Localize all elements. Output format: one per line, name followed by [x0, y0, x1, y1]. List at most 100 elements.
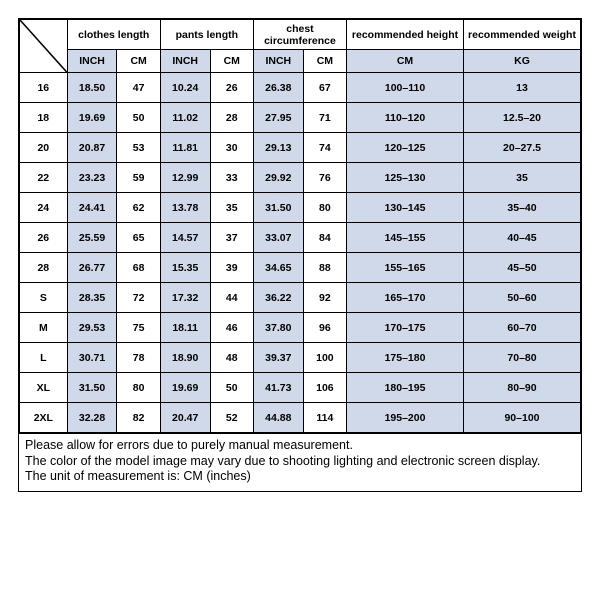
cell-pants-inch: 19.69: [160, 373, 210, 403]
cell-size: XL: [20, 373, 68, 403]
cell-rec-weight: 35: [464, 163, 581, 193]
unit-cm: CM: [117, 50, 160, 73]
cell-size: S: [20, 283, 68, 313]
cell-rec-weight: 90–100: [464, 403, 581, 433]
cell-rec-weight: 35–40: [464, 193, 581, 223]
cell-clothes-cm: 72: [117, 283, 160, 313]
cell-clothes-cm: 50: [117, 103, 160, 133]
unit-kg: KG: [464, 50, 581, 73]
cell-clothes-cm: 53: [117, 133, 160, 163]
cell-chest-cm: 84: [303, 223, 346, 253]
cell-pants-cm: 26: [210, 73, 253, 103]
cell-clothes-cm: 80: [117, 373, 160, 403]
col-recommended-height: recommended height: [347, 20, 464, 50]
cell-size: 16: [20, 73, 68, 103]
cell-chest-inch: 36.22: [253, 283, 303, 313]
footer-line: The color of the model image may vary du…: [25, 454, 575, 470]
cell-rec-height: 130–145: [347, 193, 464, 223]
cell-rec-weight: 40–45: [464, 223, 581, 253]
cell-pants-cm: 48: [210, 343, 253, 373]
cell-clothes-inch: 28.35: [67, 283, 117, 313]
cell-chest-cm: 76: [303, 163, 346, 193]
cell-chest-inch: 34.65: [253, 253, 303, 283]
cell-size: M: [20, 313, 68, 343]
cell-chest-cm: 74: [303, 133, 346, 163]
table-row: S28.357217.324436.2292165–17050–60: [20, 283, 581, 313]
cell-size: 28: [20, 253, 68, 283]
cell-pants-inch: 10.24: [160, 73, 210, 103]
cell-pants-cm: 50: [210, 373, 253, 403]
table-row: 1618.504710.242626.3867100–11013: [20, 73, 581, 103]
table-row: 2020.875311.813029.1374120–12520–27.5: [20, 133, 581, 163]
cell-chest-cm: 100: [303, 343, 346, 373]
cell-rec-weight: 60–70: [464, 313, 581, 343]
cell-chest-inch: 44.88: [253, 403, 303, 433]
size-chart: clothes length pants length chest circum…: [18, 18, 582, 492]
cell-rec-weight: 20–27.5: [464, 133, 581, 163]
cell-pants-cm: 33: [210, 163, 253, 193]
cell-chest-cm: 92: [303, 283, 346, 313]
table-row: 1819.695011.022827.9571110–12012.5–20: [20, 103, 581, 133]
cell-pants-cm: 44: [210, 283, 253, 313]
footer-line: Please allow for errors due to purely ma…: [25, 438, 575, 454]
cell-rec-height: 110–120: [347, 103, 464, 133]
cell-clothes-inch: 18.50: [67, 73, 117, 103]
cell-rec-weight: 13: [464, 73, 581, 103]
col-recommended-weight: recommended weight: [464, 20, 581, 50]
cell-pants-cm: 52: [210, 403, 253, 433]
col-pants-length: pants length: [160, 20, 253, 50]
footer-line: The unit of measurement is: CM (inches): [25, 469, 575, 485]
cell-clothes-cm: 75: [117, 313, 160, 343]
cell-clothes-cm: 65: [117, 223, 160, 253]
cell-size: 18: [20, 103, 68, 133]
col-chest-circumference: chest circumference: [253, 20, 346, 50]
cell-clothes-cm: 62: [117, 193, 160, 223]
cell-rec-height: 120–125: [347, 133, 464, 163]
cell-rec-weight: 80–90: [464, 373, 581, 403]
cell-rec-height: 195–200: [347, 403, 464, 433]
cell-pants-inch: 11.81: [160, 133, 210, 163]
cell-pants-inch: 13.78: [160, 193, 210, 223]
cell-pants-cm: 28: [210, 103, 253, 133]
cell-clothes-inch: 25.59: [67, 223, 117, 253]
cell-clothes-inch: 29.53: [67, 313, 117, 343]
unit-cm: CM: [347, 50, 464, 73]
cell-pants-inch: 17.32: [160, 283, 210, 313]
cell-pants-inch: 11.02: [160, 103, 210, 133]
cell-rec-weight: 45–50: [464, 253, 581, 283]
cell-chest-inch: 29.92: [253, 163, 303, 193]
cell-chest-inch: 41.73: [253, 373, 303, 403]
cell-pants-inch: 18.11: [160, 313, 210, 343]
cell-chest-inch: 31.50: [253, 193, 303, 223]
cell-pants-cm: 37: [210, 223, 253, 253]
cell-pants-inch: 14.57: [160, 223, 210, 253]
cell-pants-cm: 39: [210, 253, 253, 283]
cell-rec-weight: 50–60: [464, 283, 581, 313]
cell-rec-weight: 70–80: [464, 343, 581, 373]
unit-cm: CM: [303, 50, 346, 73]
cell-clothes-inch: 30.71: [67, 343, 117, 373]
footer-notes: Please allow for errors due to purely ma…: [19, 433, 581, 491]
cell-clothes-inch: 19.69: [67, 103, 117, 133]
table-row: 2625.596514.573733.0784145–15540–45: [20, 223, 581, 253]
cell-rec-height: 175–180: [347, 343, 464, 373]
cell-clothes-inch: 20.87: [67, 133, 117, 163]
diagonal-line-icon: [20, 20, 67, 72]
unit-inch: INCH: [160, 50, 210, 73]
cell-rec-height: 145–155: [347, 223, 464, 253]
cell-pants-cm: 30: [210, 133, 253, 163]
table-row: 2XL32.288220.475244.88114195–20090–100: [20, 403, 581, 433]
table-header: clothes length pants length chest circum…: [20, 20, 581, 73]
unit-cm: CM: [210, 50, 253, 73]
table-row: M29.537518.114637.8096170–17560–70: [20, 313, 581, 343]
cell-pants-inch: 18.90: [160, 343, 210, 373]
unit-inch: INCH: [253, 50, 303, 73]
cell-chest-inch: 26.38: [253, 73, 303, 103]
cell-pants-inch: 12.99: [160, 163, 210, 193]
cell-pants-inch: 20.47: [160, 403, 210, 433]
table-row: 2424.416213.783531.5080130–14535–40: [20, 193, 581, 223]
cell-size: L: [20, 343, 68, 373]
cell-clothes-cm: 59: [117, 163, 160, 193]
cell-clothes-cm: 82: [117, 403, 160, 433]
cell-pants-inch: 15.35: [160, 253, 210, 283]
